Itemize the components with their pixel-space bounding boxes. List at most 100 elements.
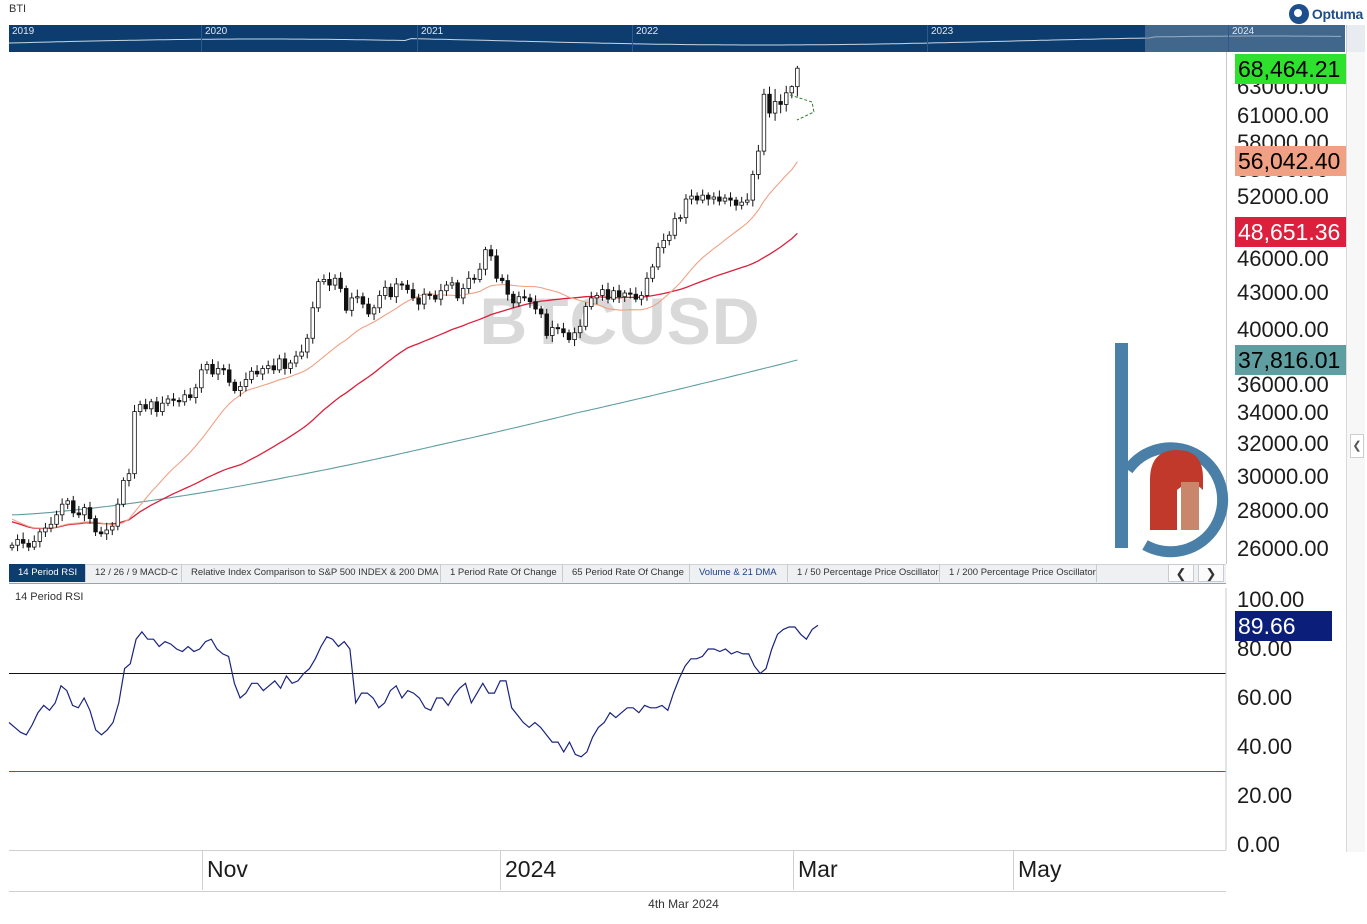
price-candle (199, 363, 204, 393)
price-candle (466, 271, 471, 294)
price-candle (605, 282, 611, 304)
price-candle (533, 295, 538, 315)
price-candle (71, 495, 76, 518)
candle-body (87, 507, 93, 520)
candle-body (577, 325, 583, 334)
price-candle (722, 194, 728, 205)
candle-body (477, 268, 483, 280)
candle-body (733, 199, 739, 206)
candle-body (143, 404, 148, 410)
price-candle (399, 280, 405, 291)
price-candle (488, 244, 494, 261)
candle-body (795, 67, 800, 88)
candle-body (472, 277, 477, 280)
price-candle (795, 65, 800, 97)
candle-body (238, 385, 243, 391)
indicator-tab[interactable]: 1 / 50 Percentage Price Oscillator (788, 564, 940, 582)
candle-body (98, 531, 104, 535)
candle-body (589, 297, 594, 307)
indicator-tab[interactable]: 12 / 26 / 9 MACD-C (86, 564, 182, 582)
price-candle (293, 350, 299, 368)
indicator-tab[interactable]: 14 Period RSI (9, 564, 86, 582)
indicator-tab[interactable]: 1 / 200 Percentage Price Oscillator (940, 564, 1097, 582)
time-axis-label: Nov (207, 856, 248, 882)
price-candle (210, 359, 215, 378)
price-chart-panel[interactable] (9, 52, 1227, 564)
navigator-scroll-handle[interactable] (1346, 25, 1365, 52)
price-axis-tick: 36000.00 (1237, 372, 1329, 397)
price-candle (694, 192, 700, 205)
price-candle (761, 88, 767, 156)
candle-body (59, 503, 65, 516)
price-candle (266, 360, 271, 374)
candle-body (449, 282, 455, 286)
tab-scroll-right-button[interactable]: ❯ (1198, 564, 1224, 582)
rsi-line (8, 624, 819, 758)
price-axis-tick: 32000.00 (1237, 431, 1329, 456)
navigator-year-divider (417, 25, 418, 52)
candle-body (511, 293, 516, 304)
candle-body (371, 307, 377, 315)
price-candle (683, 194, 689, 224)
candle-body (32, 541, 37, 548)
candle-body (633, 293, 639, 300)
symbol-label: BTI (9, 3, 27, 15)
indicator-tab[interactable]: 65 Period Rate Of Change (563, 564, 690, 582)
candle-body (544, 313, 549, 336)
candle-body (745, 199, 750, 203)
time-axis-label: May (1018, 856, 1062, 882)
price-candle (505, 274, 510, 301)
rsi-axis-tick: 60.00 (1237, 685, 1293, 710)
indicator-tab[interactable]: 1 Period Rate Of Change (441, 564, 563, 582)
candle-body (266, 365, 271, 369)
price-candle (589, 291, 594, 310)
candle-body (182, 394, 187, 403)
collapse-panel-chevron-icon[interactable]: ❮ (1350, 434, 1364, 458)
price-candle (321, 274, 327, 285)
indicator-tab[interactable]: Volume & 21 DMA (690, 564, 788, 582)
candle-body (338, 277, 343, 289)
candle-body (382, 286, 388, 296)
price-tag: 48,651.36 (1235, 216, 1353, 247)
ma-21-line (11, 161, 798, 529)
price-candle (215, 361, 221, 381)
candle-body (611, 290, 616, 300)
optuma-logo-icon (1288, 4, 1309, 24)
price-candle (48, 517, 54, 533)
candle-body (388, 286, 393, 298)
price-candle (43, 522, 48, 538)
navigator-year-divider (927, 25, 928, 52)
time-axis[interactable] (9, 850, 1226, 892)
tab-scroll-left-button[interactable]: ❮ (1168, 564, 1194, 582)
time-axis-divider (1013, 851, 1014, 890)
rsi-axis-tick: 100.00 (1237, 587, 1305, 612)
rsi-last-value-tag: 89.66 (1235, 611, 1332, 642)
price-candle (650, 263, 655, 283)
price-axis-tick: 28000.00 (1237, 498, 1329, 523)
candle-body (672, 218, 678, 236)
rsi-axis-tick: 20.00 (1237, 783, 1293, 808)
candle-body (176, 399, 182, 403)
candle-body (126, 473, 132, 481)
candle-body (527, 297, 533, 303)
price-candle (756, 144, 761, 180)
candle-body (700, 194, 705, 201)
candle-body (271, 365, 276, 371)
navigator-selection-window[interactable] (1145, 25, 1345, 52)
price-candle (204, 361, 210, 374)
price-candle (305, 333, 310, 359)
candle-body (232, 381, 237, 392)
price-candle (277, 354, 282, 373)
indicator-tab[interactable]: Relative Index Comparison to S&P 500 IND… (182, 564, 441, 582)
candle-body (622, 292, 627, 298)
navigator-year-divider (632, 25, 633, 52)
candle-body (15, 539, 20, 546)
candle-body (438, 290, 444, 300)
price-candle (438, 283, 444, 306)
price-candle (366, 297, 371, 318)
current-date-label: 4th Mar 2024 (648, 897, 719, 911)
navigator-year-label: 2024 (1232, 26, 1255, 37)
price-candle (104, 522, 109, 540)
rsi-panel-title: 14 Period RSI (15, 591, 84, 603)
price-candle (54, 510, 59, 528)
